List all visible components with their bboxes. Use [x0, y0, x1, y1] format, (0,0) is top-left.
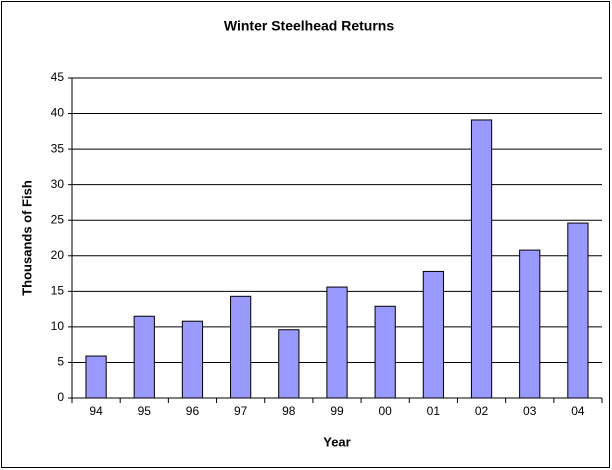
bar — [567, 222, 589, 399]
y-tick-label: 15 — [51, 284, 65, 298]
bar — [278, 329, 300, 399]
bar — [230, 295, 252, 399]
bar — [422, 270, 444, 399]
x-tick-label: 00 — [379, 404, 393, 418]
y-axis-title: Thousands of Fish — [19, 180, 34, 296]
chart-title: Winter Steelhead Returns — [224, 18, 394, 34]
bar — [181, 320, 204, 399]
x-tick-label: 94 — [89, 404, 103, 418]
y-tick-label: 25 — [51, 212, 65, 226]
bar — [85, 355, 107, 399]
y-tick-label: 5 — [57, 355, 64, 369]
bar — [326, 286, 348, 399]
y-tick-label: 30 — [51, 177, 65, 191]
y-tick-label: 0 — [57, 390, 64, 404]
y-tick-label: 10 — [51, 319, 65, 333]
bar — [519, 249, 541, 399]
y-tick-label: 40 — [51, 106, 65, 120]
x-tick-label: 95 — [138, 404, 152, 418]
x-tick-label: 99 — [330, 404, 344, 418]
x-tick-label: 01 — [427, 404, 441, 418]
bar — [374, 305, 396, 399]
x-tick-label: 98 — [282, 404, 296, 418]
x-axis-title: Year — [323, 434, 350, 449]
x-tick-label: 97 — [234, 404, 248, 418]
x-tick-label: 96 — [186, 404, 200, 418]
x-tick-label: 03 — [523, 404, 537, 418]
y-tick-label: 45 — [51, 70, 65, 84]
x-tick-label: 02 — [475, 404, 489, 418]
y-tick-label: 20 — [51, 248, 65, 262]
bar — [470, 119, 493, 399]
y-tick-label: 35 — [51, 141, 65, 155]
x-tick-label: 04 — [571, 404, 585, 418]
bar — [133, 315, 155, 399]
